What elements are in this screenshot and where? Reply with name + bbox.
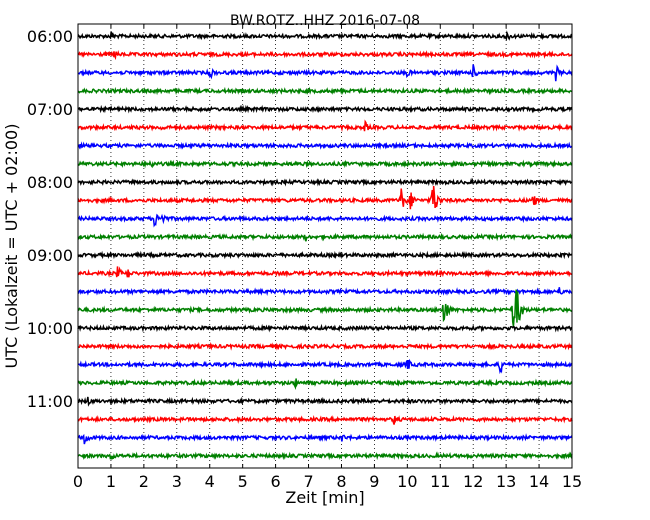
x-tick-label-3: 3 <box>172 472 182 491</box>
x-axis-label: Zeit [min] <box>285 488 364 507</box>
y-tick-label-3: 09:00 <box>27 246 73 265</box>
trace-0730 <box>77 141 573 151</box>
trace-0600 <box>77 30 573 41</box>
trace-1115 <box>77 415 573 425</box>
x-tick-label-1: 1 <box>106 472 116 491</box>
trace-0700 <box>77 104 573 114</box>
traces <box>77 30 573 461</box>
trace-0645 <box>77 86 573 96</box>
trace-0930 <box>77 287 573 296</box>
x-tick-label-8: 8 <box>336 472 346 491</box>
y-tick-label-1: 07:00 <box>27 100 73 119</box>
x-axis-ticks: 0 1 2 3 4 5 6 7 8 9 10 11 12 13 14 15 <box>73 24 582 491</box>
x-tick-label-9: 9 <box>369 472 379 491</box>
x-tick-label-5: 5 <box>238 472 248 491</box>
x-tick-label-2: 2 <box>139 472 149 491</box>
trace-0845 <box>77 232 573 242</box>
plot-frame <box>77 23 573 469</box>
x-tick-label-10: 10 <box>397 472 417 491</box>
trace-0615 <box>77 50 573 61</box>
trace-0800 <box>77 177 573 187</box>
trace-0915 <box>77 266 573 278</box>
x-tick-label-4: 4 <box>205 472 215 491</box>
trace-1000 <box>77 323 573 333</box>
x-tick-label-7: 7 <box>303 472 313 491</box>
trace-1100 <box>77 396 573 407</box>
trace-1030 <box>77 358 573 375</box>
trace-1145 <box>77 451 573 461</box>
trace-0630 <box>77 64 573 82</box>
x-tick-label-14: 14 <box>529 472 549 491</box>
y-tick-label-0: 06:00 <box>27 27 73 46</box>
x-tick-label-12: 12 <box>463 472 483 491</box>
trace-0815 <box>77 186 573 210</box>
y-tick-label-2: 08:00 <box>27 173 73 192</box>
y-tick-label-5: 11:00 <box>27 392 73 411</box>
trace-1045 <box>77 378 573 391</box>
y-axis-ticks: 06:00 07:00 08:00 09:00 10:00 11:00 <box>27 27 572 411</box>
chart-title: BW.ROTZ..HHZ 2016-07-08 <box>230 13 420 29</box>
y-tick-label-4: 10:00 <box>27 319 73 338</box>
trace-1015 <box>77 341 573 351</box>
trace-0830 <box>77 213 573 228</box>
trace-0900 <box>77 250 573 260</box>
trace-0715 <box>77 119 573 132</box>
x-tick-label-6: 6 <box>271 472 281 491</box>
trace-1130 <box>77 433 573 445</box>
x-tick-label-15: 15 <box>562 472 582 491</box>
x-tick-label-0: 0 <box>73 472 83 491</box>
y-axis-label: UTC (Lokalzeit = UTC + 02:00) <box>2 124 21 369</box>
trace-0745 <box>77 159 573 169</box>
x-tick-label-11: 11 <box>430 472 450 491</box>
trace-0945 <box>78 289 573 327</box>
x-tick-label-13: 13 <box>496 472 516 491</box>
